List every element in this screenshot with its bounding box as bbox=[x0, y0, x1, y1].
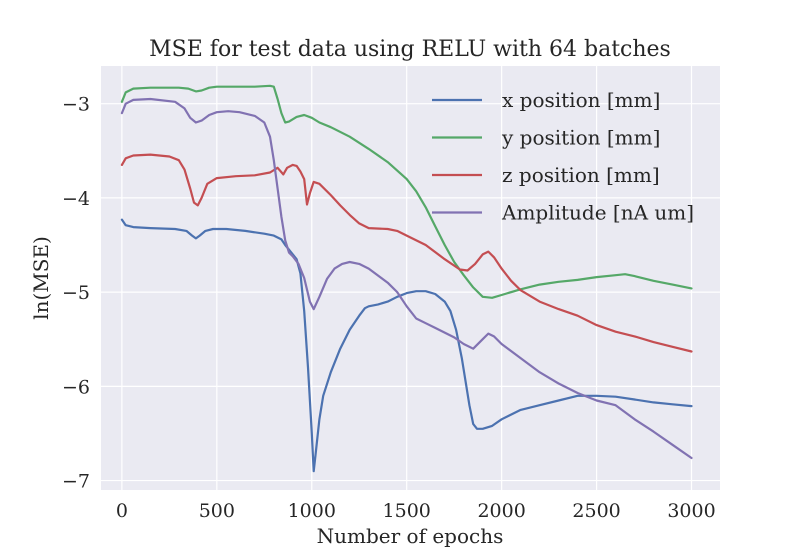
plot-area-background bbox=[101, 66, 720, 490]
legend-label: Amplitude [nA um] bbox=[501, 201, 694, 225]
x-axis-label: Number of epochs bbox=[317, 524, 504, 548]
series-line-2 bbox=[120, 84, 693, 299]
series-line-3 bbox=[120, 153, 693, 353]
series-line-1 bbox=[120, 218, 693, 473]
series-lines bbox=[120, 84, 693, 473]
y-tick-label: −7 bbox=[62, 471, 90, 493]
legend-label: x position [mm] bbox=[502, 88, 660, 112]
y-tick-label: −4 bbox=[62, 188, 90, 210]
x-tick-label: 2500 bbox=[572, 500, 620, 522]
legend-label: z position [mm] bbox=[502, 163, 660, 187]
legend-label: y position [mm] bbox=[501, 126, 660, 150]
legend-entry: y position [mm] bbox=[432, 126, 660, 150]
y-tick-label: −6 bbox=[62, 376, 90, 398]
legend-entry: Amplitude [nA um] bbox=[432, 201, 694, 225]
y-tick-label: −5 bbox=[62, 282, 90, 304]
x-tick-label: 2000 bbox=[477, 500, 525, 522]
x-tick-label: 500 bbox=[199, 500, 235, 522]
legend-entry: x position [mm] bbox=[432, 88, 660, 112]
legend-entry: z position [mm] bbox=[432, 163, 660, 187]
y-tick-label: −3 bbox=[62, 94, 90, 116]
y-axis-label: ln(MSE) bbox=[29, 236, 53, 320]
x-tick-label: 0 bbox=[116, 500, 128, 522]
series-line-4 bbox=[120, 97, 693, 460]
chart-title: MSE for test data using RELU with 64 bat… bbox=[149, 37, 671, 62]
tick-labels: 0 500 1000 1500 2000 2500 3000 −3 −4 −5 −6 −7 bbox=[62, 94, 716, 522]
x-tick-label: 1500 bbox=[383, 500, 431, 522]
legend: x position [mm] y position [mm] z position… bbox=[432, 88, 694, 225]
x-tick-label: 1000 bbox=[288, 500, 336, 522]
x-tick-label: 3000 bbox=[667, 500, 715, 522]
